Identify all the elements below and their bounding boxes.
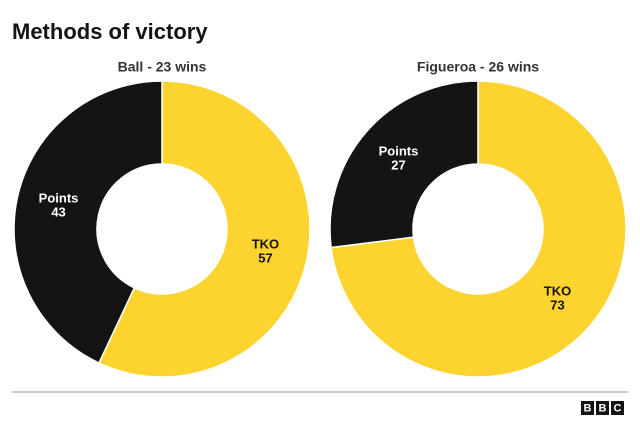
segment-label: Points xyxy=(379,143,419,158)
logo-block xyxy=(596,401,609,415)
logo-letter: C xyxy=(614,402,622,414)
segment-label: TKO xyxy=(252,237,279,252)
chart-subtitle: Figueroa - 26 wins xyxy=(417,59,539,75)
logo-letter: B xyxy=(599,402,607,414)
segment-value: 43 xyxy=(51,204,65,219)
page-title: Methods of victory xyxy=(12,19,208,44)
donut-segment xyxy=(330,80,627,378)
segment-value: 73 xyxy=(550,298,564,313)
donut-segment xyxy=(13,80,163,364)
logo-block xyxy=(581,401,594,415)
donut-segment xyxy=(329,80,479,249)
segment-label: TKO xyxy=(544,284,571,299)
donut-segment xyxy=(97,80,311,378)
segment-value: 27 xyxy=(391,157,405,172)
segment-value: 57 xyxy=(258,251,272,266)
segment-label: Points xyxy=(39,190,79,205)
logo-letter: B xyxy=(584,402,592,414)
chart-subtitle: Ball - 23 wins xyxy=(118,59,207,75)
logo-block xyxy=(611,401,624,415)
